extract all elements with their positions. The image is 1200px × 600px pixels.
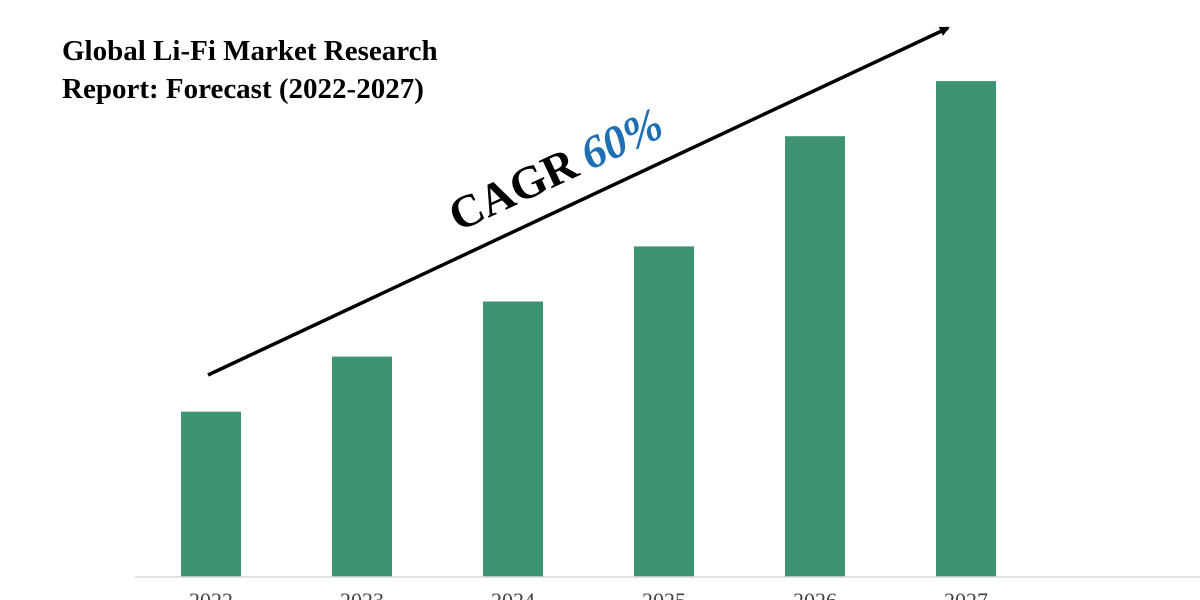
cagr-label: CAGR [441,137,586,241]
bar-2023 [332,356,392,577]
chart-subtitle: Report: Forecast (2022-2027) [62,73,424,105]
bar-2024 [483,301,543,577]
x-tick-label-2024: 2024 [491,588,535,600]
bar-2025 [634,246,694,577]
cagr-value: 60% [572,98,670,180]
chart-title: Global Li-Fi Market Research [62,35,438,67]
x-tick-label-2026: 2026 [793,588,837,600]
x-tick-label-2027: 2027 [944,588,988,600]
cagr-annotation: CAGR60% [441,98,671,241]
bar-2027 [936,81,996,577]
x-tick-label-2022: 2022 [189,588,233,600]
x-tick-label-2025: 2025 [642,588,686,600]
x-tick-labels: 2022 2023 2024 2025 2026 2027 [189,588,988,600]
x-tick-label-2023: 2023 [340,588,384,600]
trend-arrow [207,26,950,377]
bar-2026 [785,136,845,577]
bar-2022 [181,411,241,577]
bars-group [181,81,996,577]
